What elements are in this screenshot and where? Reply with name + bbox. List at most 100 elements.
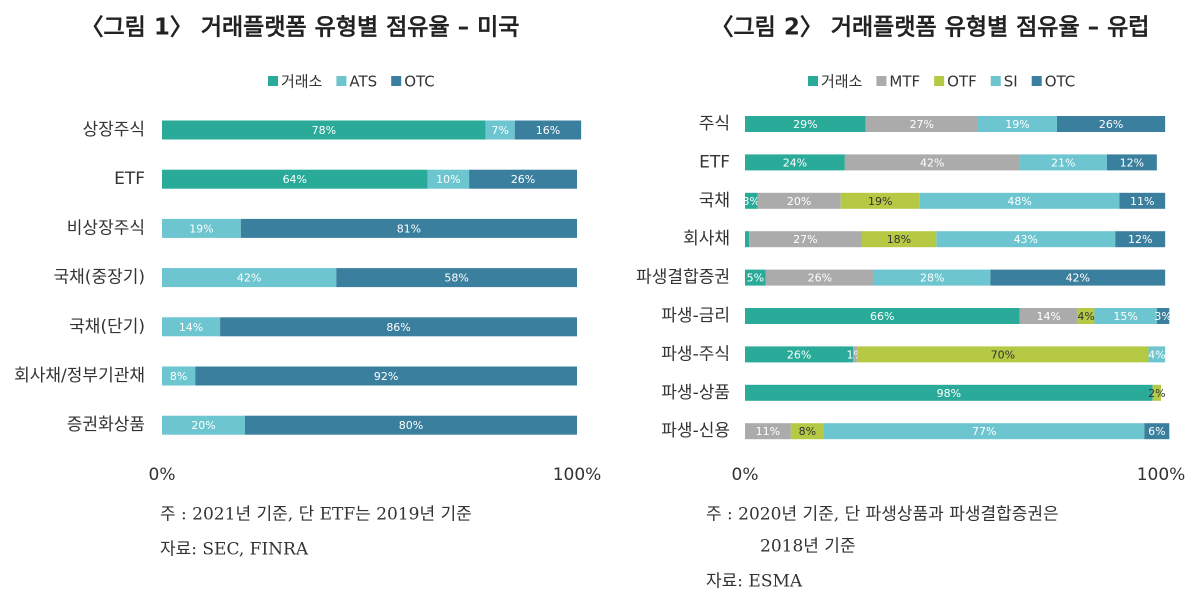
value-label: 19% (189, 222, 213, 235)
bar-segment (790, 423, 825, 440)
category-label: 비상장주식 (67, 218, 145, 238)
category-label: 국채(중장기) (54, 268, 145, 288)
bar-segment (162, 366, 196, 386)
category-label: 국채(단기) (69, 317, 145, 337)
category-label: 파생-상품 (661, 383, 730, 403)
value-label: 42% (920, 156, 944, 169)
bar-segment (1019, 308, 1078, 324)
value-label: 64% (283, 173, 307, 186)
bar-segment (162, 218, 241, 238)
value-label: 26% (511, 173, 535, 186)
legend-label: MTF (889, 73, 920, 91)
value-label: 15% (1113, 310, 1137, 323)
bar-segment (840, 192, 920, 209)
bar-segment (844, 154, 1020, 171)
x-tick-label: 0% (732, 465, 759, 485)
value-label: 4% (1077, 310, 1094, 323)
value-label: 80% (399, 419, 423, 432)
bar-segment (336, 268, 577, 288)
note: 2018년 기준 (760, 537, 856, 557)
x-tick-label: 100% (553, 465, 602, 485)
bar-segment (1106, 154, 1157, 171)
legend-label: OTF (947, 73, 977, 91)
bar-segment (162, 268, 337, 288)
value-label: 19% (868, 195, 892, 208)
x-tick-label: 100% (1137, 465, 1186, 485)
category-label: ETF (114, 169, 145, 189)
value-label: 2% (1148, 387, 1165, 400)
bar-segment (162, 415, 245, 435)
value-label: 29% (793, 118, 817, 131)
value-label: 11% (1130, 195, 1154, 208)
value-label: 14% (1036, 310, 1060, 323)
value-label: 26% (787, 348, 811, 361)
value-label: 66% (870, 310, 894, 323)
bar-segment (427, 169, 470, 189)
legend-swatch (876, 76, 887, 86)
legend-label: 거래소 (281, 73, 323, 91)
category-label: 증권화상품 (67, 415, 145, 435)
category-label: 상장주식 (82, 120, 145, 140)
category-label: 파생-신용 (661, 421, 730, 441)
bar-segment (1019, 154, 1107, 171)
bar-segment (853, 346, 858, 363)
bar-segment (749, 231, 862, 248)
value-label: 26% (808, 272, 832, 285)
legend-label: OTC (1045, 73, 1076, 91)
value-label: 98% (937, 387, 961, 400)
category-label: 회사채 (683, 229, 730, 249)
legend-swatch (268, 76, 278, 86)
bar-segment (485, 120, 515, 140)
category-label: 파생-주식 (661, 344, 730, 364)
value-label: 18% (887, 233, 911, 246)
value-label: 43% (1014, 233, 1038, 246)
value-label: 7% (491, 124, 508, 137)
bar-segment (514, 120, 582, 140)
bar-segment (1156, 308, 1170, 324)
bar-segment (162, 169, 428, 189)
bar-segment (1144, 423, 1170, 440)
value-label: 21% (1051, 156, 1075, 169)
legend-swatch (808, 76, 818, 86)
value-label: 3% (1154, 310, 1171, 323)
value-label: 77% (972, 425, 996, 438)
value-label: 27% (910, 118, 934, 131)
x-tick-label: 0% (149, 465, 176, 485)
value-label: 4% (1148, 348, 1165, 361)
value-label: 5% (747, 272, 764, 285)
value-label: 58% (444, 272, 468, 285)
value-label: 28% (920, 272, 944, 285)
note: 자료: ESMA (706, 572, 803, 592)
bar-segment (1152, 384, 1161, 401)
legend-label: ATS (349, 73, 377, 91)
value-label: 27% (793, 233, 817, 246)
note: 주 : 2021년 기준, 단 ETF는 2019년 기준 (160, 505, 472, 525)
bar-segment (745, 269, 766, 286)
note: 주 : 2020년 기준, 단 파생상품과 파생결합증권은 (706, 505, 1059, 525)
value-label: 81% (397, 222, 421, 235)
legend-label: SI (1004, 73, 1018, 91)
value-label: 12% (1120, 156, 1144, 169)
bar-segment (745, 346, 854, 363)
category-label: 주식 (699, 114, 730, 134)
category-label: ETF (699, 152, 730, 172)
bar-segment (873, 269, 991, 286)
legend-swatch (391, 76, 402, 86)
value-label: 19% (1005, 118, 1029, 131)
bar-segment (240, 218, 577, 238)
bar-segment (1115, 231, 1166, 248)
category-label: 국채 (699, 191, 730, 211)
legend-swatch (336, 76, 347, 86)
bar-segment (861, 231, 937, 248)
value-label: 16% (536, 124, 560, 137)
value-label: 12% (1128, 233, 1152, 246)
category-label: 파생결합증권 (636, 268, 730, 288)
value-label: 26% (1099, 118, 1123, 131)
value-label: 10% (436, 173, 460, 186)
bar-segment (195, 366, 577, 386)
bar-segment (745, 384, 1153, 401)
chart-title: 〈그림 2〉 거래플랫폼 유형별 점유율 – 유럽 (711, 15, 1150, 41)
value-label: 14% (179, 321, 203, 334)
bar-segment (1148, 346, 1166, 363)
bar-segment (857, 346, 1149, 363)
